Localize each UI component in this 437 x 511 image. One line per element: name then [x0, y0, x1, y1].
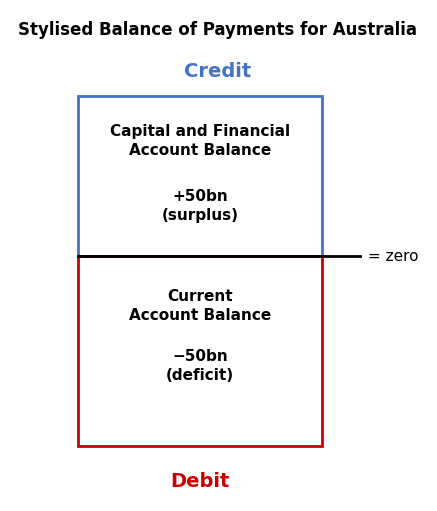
Bar — [78, 96, 322, 256]
Text: = zero: = zero — [368, 248, 419, 264]
Text: −50bn
(deficit): −50bn (deficit) — [166, 349, 234, 383]
Text: Current
Account Balance: Current Account Balance — [129, 289, 271, 323]
Text: Credit: Credit — [184, 61, 252, 81]
Text: +50bn
(surplus): +50bn (surplus) — [162, 189, 239, 223]
Text: Capital and Financial
Account Balance: Capital and Financial Account Balance — [110, 124, 290, 158]
Text: Stylised Balance of Payments for Australia: Stylised Balance of Payments for Austral… — [18, 21, 417, 39]
Bar — [78, 256, 322, 446]
Text: Debit: Debit — [170, 472, 230, 491]
